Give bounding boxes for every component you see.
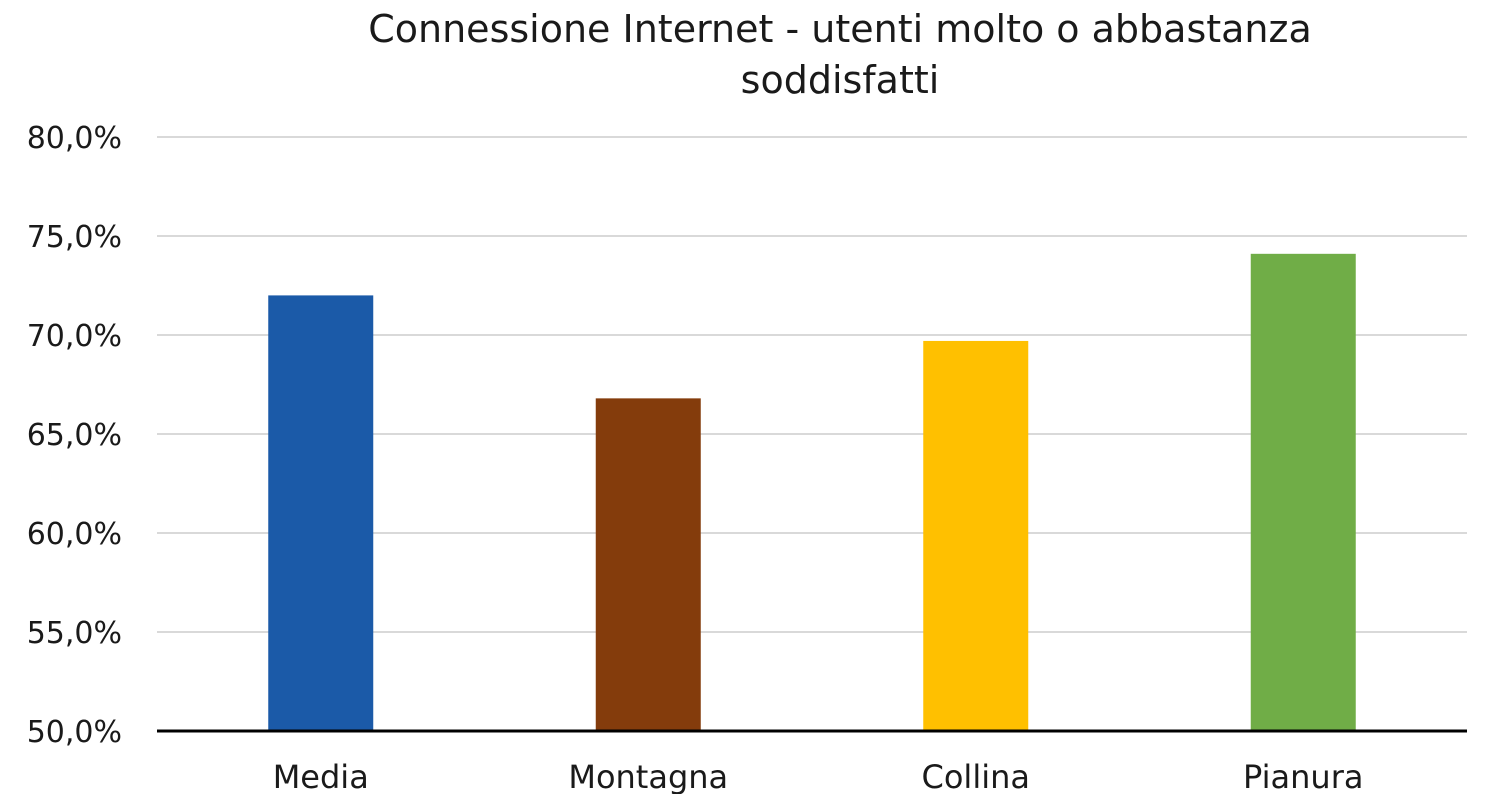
y-tick-label: 55,0% [27,616,122,651]
y-tick-label: 80,0% [27,121,122,156]
y-axis-tick-labels: 50,0% 55,0% 60,0% 65,0% 70,0% 75,0% 80,0% [27,121,122,750]
x-category-label-montagna: Montagna [568,758,728,794]
chart-title-line-2: soddisfatti [741,58,940,102]
bar-collina [923,340,1029,731]
x-category-label-collina: Collina [922,758,1030,794]
bar-montagna [595,398,701,731]
chart-title: Connessione Internet - utenti molto o ab… [368,7,1312,102]
bar-media [268,295,374,731]
y-tick-label: 60,0% [27,517,122,552]
gridlines [157,136,1467,633]
y-tick-label: 75,0% [27,220,122,255]
x-category-label-media: Media [273,758,369,794]
chart-title-line-1: Connessione Internet - utenti molto o ab… [368,7,1312,51]
x-axis-category-labels: Media Montagna Collina Pianura [273,758,1364,794]
x-category-label-pianura: Pianura [1243,758,1363,794]
y-tick-label: 70,0% [27,319,122,354]
bar-pianura [1250,253,1356,731]
y-tick-label: 65,0% [27,418,122,453]
y-tick-label: 50,0% [27,715,122,750]
bars [268,253,1356,731]
